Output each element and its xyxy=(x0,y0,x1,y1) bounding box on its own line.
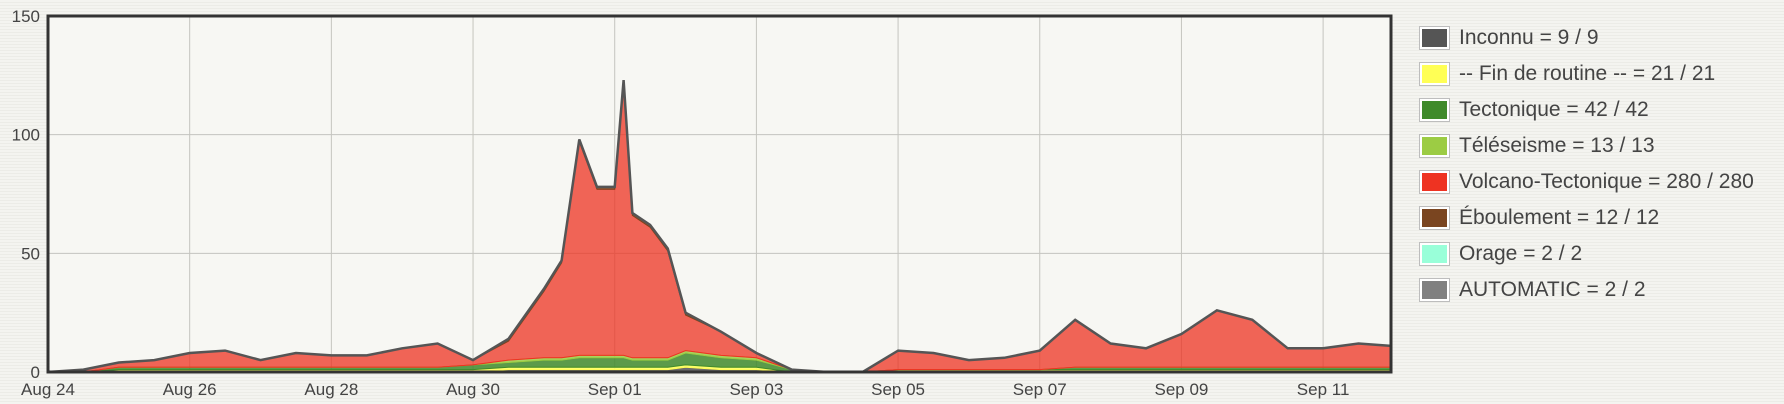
x-tick-label: Sep 11 xyxy=(1297,380,1350,399)
legend-swatch xyxy=(1419,278,1450,302)
legend-item: Orage = 2 / 2 xyxy=(1418,236,1754,272)
x-tick-label: Sep 03 xyxy=(729,380,783,399)
legend-item: Volcano-Tectonique = 280 / 280 xyxy=(1418,164,1754,200)
legend-label: Inconnu = 9 / 9 xyxy=(1459,26,1599,49)
y-tick-label: 100 xyxy=(12,126,40,145)
x-tick-label: Aug 26 xyxy=(163,380,217,399)
x-tick-label: Aug 24 xyxy=(21,380,75,399)
legend-label: AUTOMATIC = 2 / 2 xyxy=(1459,278,1646,301)
legend-swatch xyxy=(1419,62,1450,86)
legend-label: Éboulement = 12 / 12 xyxy=(1459,206,1660,229)
legend-item: Éboulement = 12 / 12 xyxy=(1418,200,1754,236)
x-tick-label: Sep 05 xyxy=(871,380,925,399)
legend-item: Tectonique = 42 / 42 xyxy=(1418,92,1754,128)
y-tick-label: 150 xyxy=(12,7,40,26)
legend-label: Téléseisme = 13 / 13 xyxy=(1459,134,1655,157)
x-tick-label: Aug 28 xyxy=(304,380,358,399)
y-tick-label: 50 xyxy=(21,244,40,263)
legend-item: -- Fin de routine -- = 21 / 21 xyxy=(1418,56,1754,92)
legend-swatch xyxy=(1419,98,1450,122)
y-tick-label: 0 xyxy=(31,363,40,382)
legend-label: Orage = 2 / 2 xyxy=(1459,242,1583,265)
legend-swatch xyxy=(1419,170,1450,194)
legend-swatch xyxy=(1419,206,1450,230)
plot-area-background xyxy=(48,16,1391,372)
legend-swatch xyxy=(1419,242,1450,266)
legend-swatch xyxy=(1419,134,1450,158)
x-tick-label: Sep 07 xyxy=(1013,380,1067,399)
plot-frame xyxy=(46,14,1393,374)
legend-item: Inconnu = 9 / 9 xyxy=(1418,20,1754,56)
x-tick-label: Sep 09 xyxy=(1154,380,1208,399)
legend-label: -- Fin de routine -- = 21 / 21 xyxy=(1459,62,1716,85)
legend-item: AUTOMATIC = 2 / 2 xyxy=(1418,272,1754,308)
legend-label: Tectonique = 42 / 42 xyxy=(1459,98,1649,121)
x-tick-label: Aug 30 xyxy=(446,380,500,399)
x-axis-ticks: Aug 24 Aug 26 Aug 28 Aug 30 Sep 01 Sep 03 Sep … xyxy=(21,380,1349,399)
stacked-area-chart: 0 50 100 150 Aug 24 Aug 26 Aug 28 Aug 30 Sep 01… xyxy=(12,7,1393,399)
legend-label: Volcano-Tectonique = 280 / 280 xyxy=(1459,170,1754,193)
legend-item: Téléseisme = 13 / 13 xyxy=(1418,128,1754,164)
legend: Inconnu = 9 / 9 -- Fin de routine -- = 21… xyxy=(1418,20,1754,308)
y-axis-ticks: 0 50 100 150 xyxy=(12,7,40,382)
x-tick-label: Sep 01 xyxy=(588,380,642,399)
legend-swatch xyxy=(1419,26,1450,50)
total-outline xyxy=(47,79,1392,374)
